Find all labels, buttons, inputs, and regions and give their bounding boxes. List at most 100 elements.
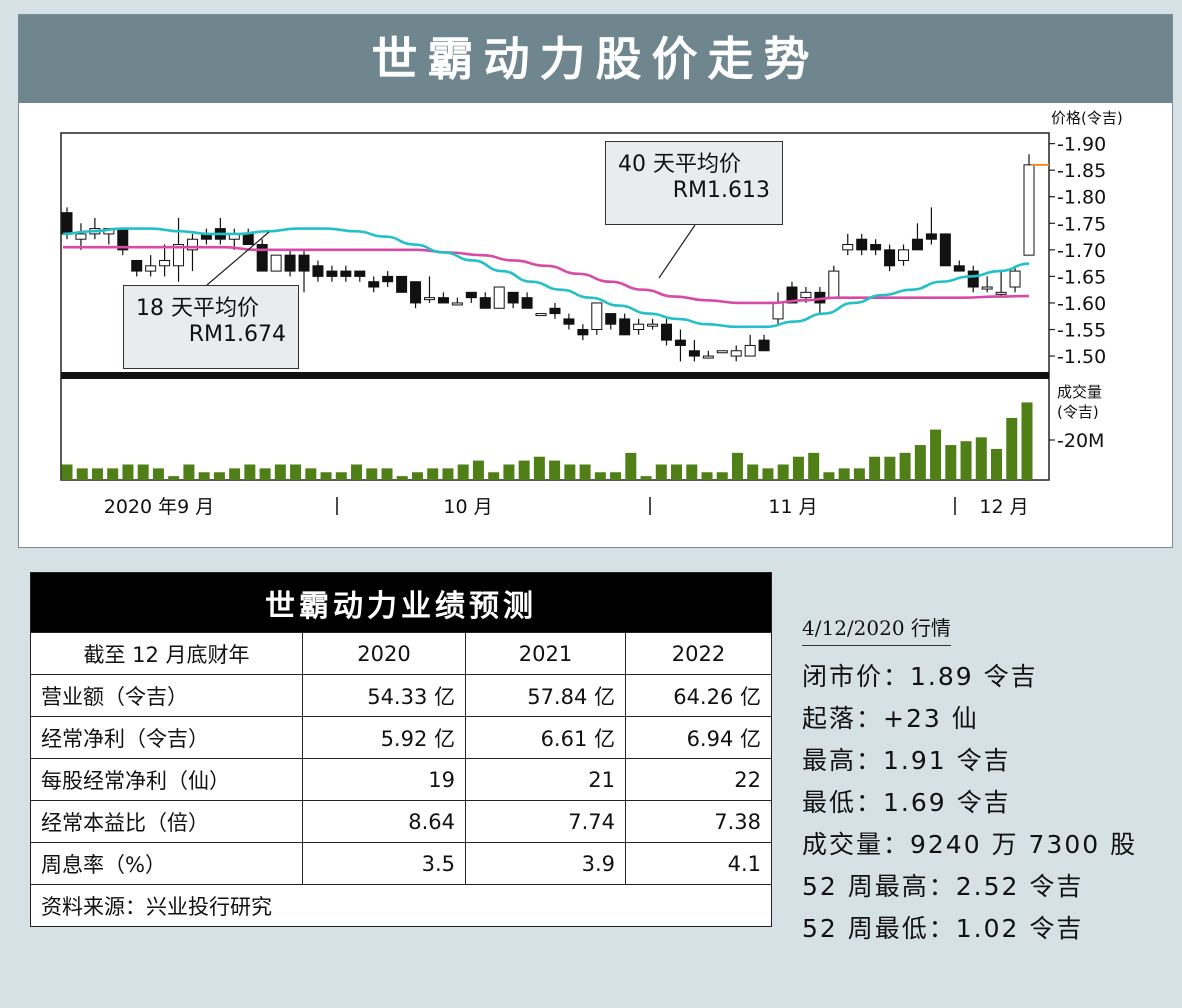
market-summary: 4/12/2020 行情 闭市价：1.89 令吉 起落：+23 仙 最高：1.9…: [802, 612, 1137, 950]
candle-body: [563, 318, 575, 325]
volume-bar: [960, 441, 972, 480]
volume-bar: [853, 468, 865, 480]
cell-value: 5.92 亿: [302, 716, 466, 759]
volume-bar: [975, 437, 987, 480]
price-tick-label: -1.65: [1057, 266, 1106, 288]
cell-value: 19: [302, 758, 466, 801]
volume-bar: [427, 468, 439, 480]
row-label: 营业额（令吉）: [30, 674, 303, 717]
cell-value: 64.26 亿: [625, 674, 772, 717]
ma40-callout: 40 天平均价 RM1.613: [605, 141, 783, 225]
volume-bar: [351, 464, 363, 480]
table-row: 经常本益比（倍） 8.64 7.74 7.38: [30, 800, 772, 843]
cell-value: 54.33 亿: [302, 674, 466, 717]
candle-body: [702, 355, 714, 359]
volume-bar: [305, 468, 317, 480]
price-tick-label: -1.80: [1057, 187, 1106, 209]
volume-bar: [411, 472, 423, 480]
price-axis-label: 价格(令吉): [1051, 109, 1123, 127]
table-row: 营业额（令吉） 54.33 亿 57.84 亿 64.26 亿: [30, 674, 772, 717]
candle-body: [465, 291, 477, 299]
candle-body: [898, 249, 910, 261]
candle-body: [340, 270, 352, 277]
volume-bar: [594, 472, 606, 480]
table-row: 每股经常净利（仙） 19 21 22: [30, 758, 772, 801]
candle-body: [368, 281, 380, 288]
candle-body: [382, 275, 394, 283]
candle-body: [577, 329, 589, 336]
candle-body: [173, 244, 185, 267]
price-volume-divider: [61, 372, 1049, 379]
candle-body: [605, 313, 617, 325]
market-date: 4/12/2020 行情: [802, 612, 951, 646]
candle-body: [856, 238, 868, 251]
ma40-callout-value: RM1.613: [672, 178, 770, 203]
ma18-line: [62, 227, 1030, 329]
month-label: 11 月: [768, 496, 817, 518]
candle-body: [61, 212, 73, 235]
candle-body: [186, 238, 198, 251]
forecast-col-header: 2021: [465, 632, 626, 675]
volume-bar: [625, 452, 637, 480]
volume-bar: [945, 445, 957, 480]
volume-bar: [792, 456, 804, 480]
volume-bar: [259, 468, 271, 480]
candle-body: [591, 302, 603, 331]
price-volume-chart: -1.90 -1.85 -1.80 -1.75 -1.70 -1.65 -1.60 -1.55…: [60, 109, 1123, 518]
candle-body: [953, 265, 965, 272]
candle-body: [549, 307, 561, 315]
volume-bar: [366, 468, 378, 480]
volume-bar: [655, 464, 667, 480]
candle-body: [75, 233, 87, 240]
volume-bar: [610, 472, 622, 480]
cell-value: 7.38: [625, 800, 772, 843]
volume-bar: [320, 472, 332, 480]
candle-body: [479, 297, 491, 309]
candle-body: [535, 313, 547, 317]
volume-bar: [549, 460, 561, 480]
month-label: 2020 年9 月: [104, 496, 215, 518]
candle-body: [423, 297, 435, 301]
candle-body: [995, 291, 1007, 295]
volume-bar: [122, 464, 134, 480]
bottom-section: 世霸动力业绩预测 截至 12 月底财年 2020 2021 2022 营业额（令…: [0, 548, 1182, 1008]
volume-bar: [61, 464, 73, 480]
volume-bar: [183, 464, 195, 480]
volume-bar: [1021, 402, 1033, 480]
candle-body: [131, 259, 143, 272]
ma18-callout-value: RM1.674: [188, 322, 286, 347]
volume-bar: [91, 468, 103, 480]
table-row: 资料来源：兴业投行研究: [30, 884, 772, 927]
table-row: 经常净利（令吉） 5.92 亿 6.61 亿 6.94 亿: [30, 716, 772, 759]
volume-bar: [107, 468, 119, 480]
candle-body: [633, 323, 645, 331]
volume-bar: [579, 464, 591, 480]
candle-body: [451, 302, 463, 306]
volume-bar: [686, 464, 698, 480]
volume-bar: [640, 476, 652, 480]
candle-body: [437, 297, 449, 304]
market-line: 52 周最低：1.02 令吉: [802, 914, 1084, 943]
candle-body: [159, 259, 171, 267]
cell-value: 8.64: [302, 800, 466, 843]
market-line: 最高：1.91 令吉: [802, 746, 1011, 775]
ma40-leader-line: [658, 224, 696, 279]
volume-axis-label: 成交量: [1057, 383, 1102, 401]
volume-bar: [991, 448, 1003, 480]
cell-value: 6.94 亿: [625, 716, 772, 759]
volume-tick-label: -20M: [1057, 430, 1104, 452]
candle-body: [925, 233, 937, 240]
volume-bar: [777, 464, 789, 480]
candle-body: [298, 254, 310, 272]
volume-bar: [244, 464, 256, 480]
market-line: 52 周最高：2.52 令吉: [802, 872, 1084, 901]
forecast-title: 世霸动力业绩预测: [30, 572, 772, 633]
forecast-table: 世霸动力业绩预测 截至 12 月底财年 2020 2021 2022 营业额（令…: [30, 572, 772, 927]
volume-bar: [838, 468, 850, 480]
volume-bar: [168, 476, 180, 480]
candle-body: [800, 291, 812, 299]
forecast-col-header: 2020: [302, 632, 466, 675]
volume-bar: [290, 464, 302, 480]
row-label: 周息率（%）: [30, 842, 303, 885]
volume-bar: [884, 456, 896, 480]
